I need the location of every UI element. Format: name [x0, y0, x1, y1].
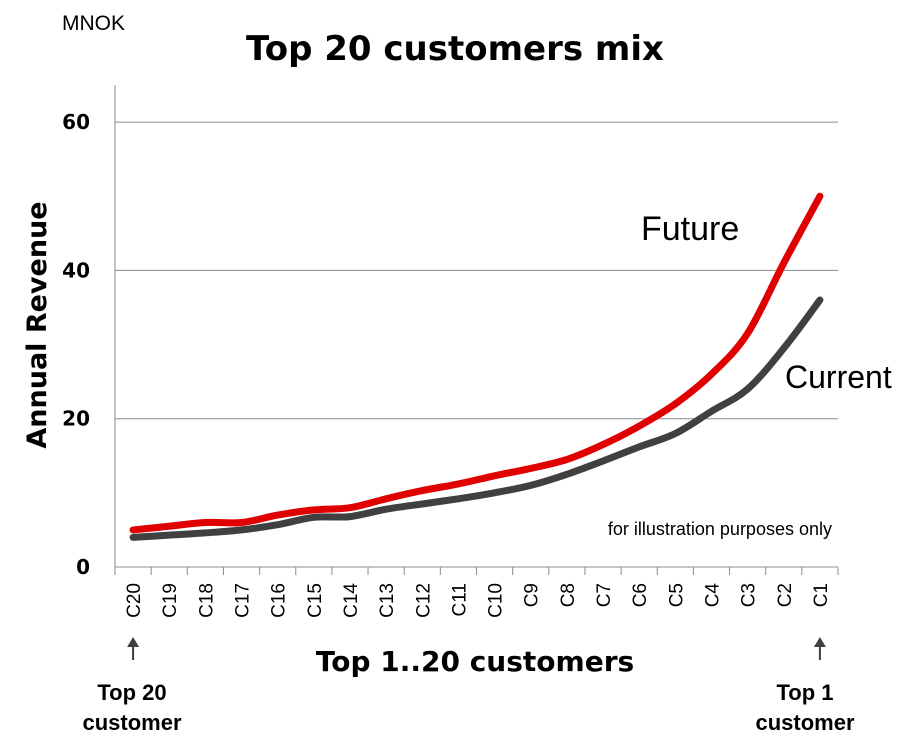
top-20-line-2: customer [82, 710, 182, 735]
unit-label: MNOK [62, 12, 125, 35]
x-tick-label-C11: C11 [449, 583, 470, 616]
x-tick-label-C2: C2 [775, 583, 796, 607]
series-line-future [129, 192, 824, 534]
x-axis-label: Top 1..20 customers [316, 645, 634, 678]
series-label-current: Current [785, 359, 892, 395]
x-tick-label-C10: C10 [486, 583, 507, 618]
x-tick-label-C7: C7 [594, 583, 615, 607]
y-tick-label-20: 20 [62, 407, 90, 431]
y-tick-label-0: 0 [76, 555, 90, 579]
series-label-future: Future [641, 210, 739, 248]
x-tick-label-C1: C1 [811, 583, 832, 607]
y-tick-label-40: 40 [62, 258, 90, 282]
x-tick-label-C20: C20 [124, 583, 145, 618]
y-axis-label: Annual Revenue [22, 201, 53, 448]
x-tick-label-C13: C13 [377, 583, 398, 618]
x-tick-label-C6: C6 [630, 583, 651, 607]
x-tick-label-C5: C5 [666, 583, 687, 607]
arrow-up-icon-left-head [127, 637, 140, 647]
x-tick-label-C9: C9 [522, 583, 543, 607]
y-tick-label-60: 60 [62, 110, 90, 134]
x-tick-label-C4: C4 [702, 583, 723, 608]
x-tick-label-C16: C16 [269, 583, 290, 618]
arrow-up-icon-right [813, 637, 826, 660]
top-1-line-1: Top 1 [776, 680, 834, 705]
x-tick-label-C12: C12 [413, 583, 434, 618]
arrow-up-icon-left [127, 637, 140, 660]
x-tick-label-C14: C14 [341, 583, 362, 618]
top-1-line-2: customer [755, 710, 855, 735]
x-tick-label-C19: C19 [160, 583, 181, 618]
chart-title: Top 20 customers mix [246, 29, 664, 69]
illustration-note: for illustration purposes only [608, 519, 832, 539]
x-tick-label-C8: C8 [558, 583, 579, 607]
x-tick-label-C3: C3 [739, 583, 760, 607]
x-tick-label-C15: C15 [305, 583, 326, 618]
top-1-customer-label: Top 1 customer [740, 678, 870, 738]
arrow-up-icon-right-head [813, 637, 826, 647]
x-tick-label-C18: C18 [196, 583, 217, 618]
series-line-current [129, 296, 824, 541]
top-20-line-1: Top 20 [97, 680, 167, 705]
x-tick-label-C17: C17 [233, 583, 254, 618]
top-20-customer-label: Top 20 customer [72, 678, 192, 738]
